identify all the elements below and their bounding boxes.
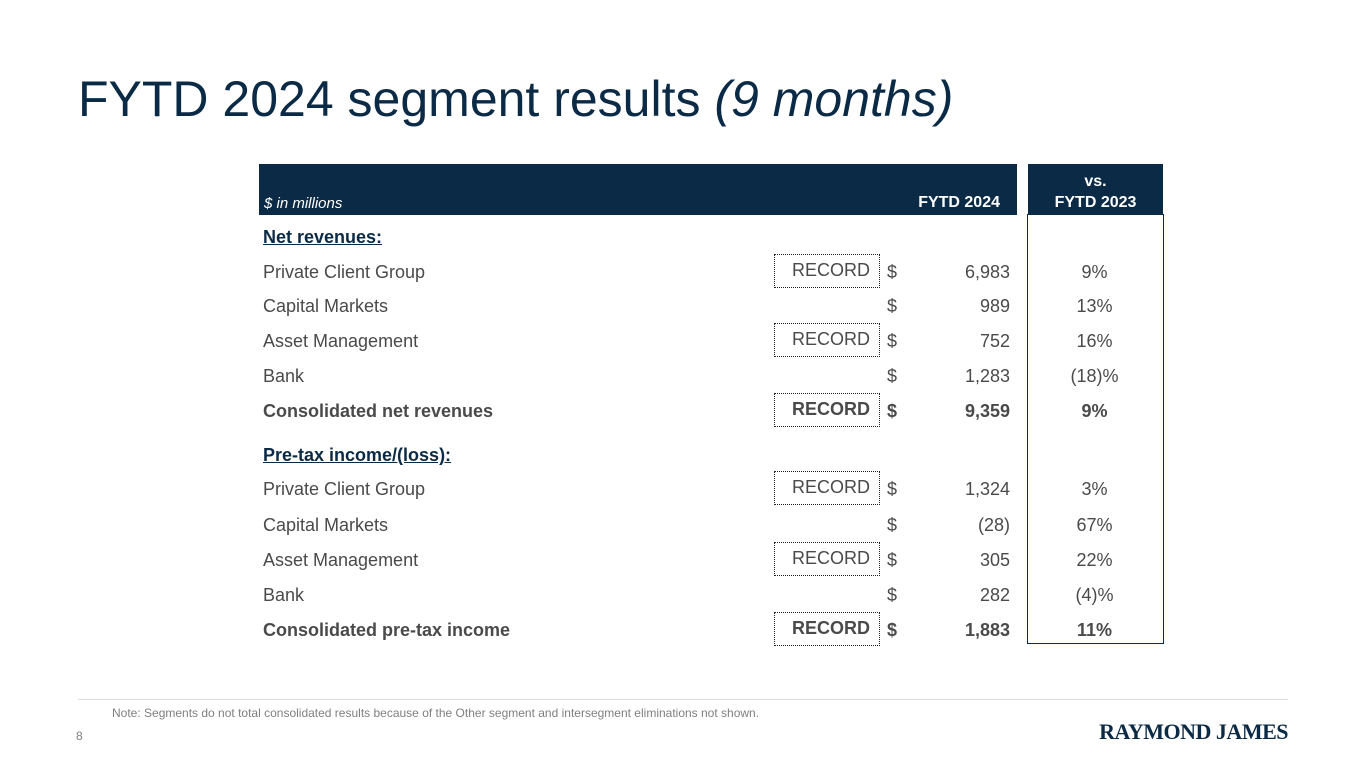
row-label: Consolidated net revenues — [263, 401, 494, 421]
unit-label: $ in millions — [264, 195, 343, 212]
dollar-sign: $ — [887, 620, 898, 640]
row-change: 22% — [1076, 550, 1113, 570]
dollar-sign: $ — [887, 331, 898, 351]
row-label: Capital Markets — [263, 515, 389, 535]
table-row: Consolidated pre-tax income RECORD $1,883 1… — [263, 612, 1163, 646]
dollar-sign: $ — [887, 366, 898, 386]
vs-header-line-1: vs. — [1084, 173, 1107, 190]
row-value: 1,324 — [964, 479, 1010, 499]
table-row: Asset Management RECORD $752 16% — [263, 323, 1163, 357]
record-badge: RECORD — [774, 323, 880, 357]
table-row: Capital Markets $ (28) 67% — [263, 511, 1163, 541]
row-change: 9% — [1081, 262, 1108, 282]
table-row: Private Client Group RECORD $1,324 3% — [263, 471, 1163, 505]
dollar-sign: $ — [887, 296, 898, 316]
table-row: Asset Management RECORD $305 22% — [263, 542, 1163, 576]
row-change: 11% — [1076, 620, 1113, 640]
row-label: Asset Management — [263, 550, 419, 570]
section-net-revenues: Net revenues: — [263, 227, 383, 247]
row-label: Bank — [263, 585, 305, 605]
row-change: 13% — [1076, 296, 1113, 316]
vs-header-text: vs. FYTD 2023 — [1028, 171, 1163, 213]
title-main: FYTD 2024 segment results — [78, 71, 715, 127]
row-label: Private Client Group — [263, 262, 426, 282]
dollar-sign: $ — [887, 262, 898, 282]
record-badge: RECORD — [774, 393, 880, 427]
table-row: Consolidated net revenues RECORD $9,359 9% — [263, 393, 1163, 427]
dollar-sign: $ — [887, 401, 898, 421]
page-title: FYTD 2024 segment results (9 months) — [78, 70, 953, 128]
record-badge: RECORD — [774, 542, 880, 576]
dollar-sign: $ — [887, 585, 898, 605]
column-header-fytd-2024: FYTD 2024 — [918, 194, 1000, 211]
record-badge: RECORD — [774, 254, 880, 288]
dollar-sign: $ — [887, 479, 898, 499]
table-row: Capital Markets $989 13% — [263, 292, 1163, 322]
row-value: 282 — [979, 585, 1010, 605]
vs-header-line-2: FYTD 2023 — [1054, 194, 1137, 211]
row-value: 1,283 — [964, 366, 1010, 386]
table-header: $ in millions FYTD 2024 — [259, 164, 1017, 215]
record-badge: RECORD — [774, 612, 880, 646]
row-change: 3% — [1081, 479, 1108, 499]
row-label: Bank — [263, 366, 305, 386]
company-logo: RAYMOND JAMES — [1099, 719, 1288, 744]
title-italic: (9 months) — [714, 71, 954, 127]
row-value: 1,883 — [964, 620, 1010, 640]
row-value: 9,359 — [964, 401, 1010, 421]
row-change: 16% — [1076, 331, 1113, 351]
row-value: 305 — [979, 550, 1010, 570]
vs-column-box — [1027, 214, 1164, 644]
section-pretax-income: Pre-tax income/(loss): — [263, 445, 452, 465]
footnote: Note: Segments do not total consolidated… — [112, 706, 760, 720]
row-change: 67% — [1076, 515, 1113, 535]
footer-divider — [78, 699, 1288, 700]
row-change: 9% — [1081, 401, 1108, 421]
record-badge: RECORD — [774, 471, 880, 505]
row-label: Capital Markets — [263, 296, 389, 316]
vs-column-header: vs. FYTD 2023 — [1028, 164, 1163, 215]
page-number: 8 — [76, 729, 83, 743]
row-value: 752 — [979, 331, 1010, 351]
row-value: 989 — [979, 296, 1010, 316]
row-label: Private Client Group — [263, 479, 426, 499]
table-row: Bank $1,283 (18)% — [263, 362, 1163, 392]
row-value: 6,983 — [964, 262, 1010, 282]
table-row: Bank $282 (4)% — [263, 581, 1163, 611]
row-value: (28) — [977, 515, 1010, 535]
row-label: Asset Management — [263, 331, 419, 351]
table-row: Private Client Group RECORD $6,983 9% — [263, 254, 1163, 288]
row-label: Consolidated pre-tax income — [263, 620, 511, 640]
row-change: (4)% — [1075, 585, 1114, 605]
row-change: (18)% — [1070, 366, 1119, 386]
dollar-sign: $ — [887, 515, 898, 535]
dollar-sign: $ — [887, 550, 898, 570]
